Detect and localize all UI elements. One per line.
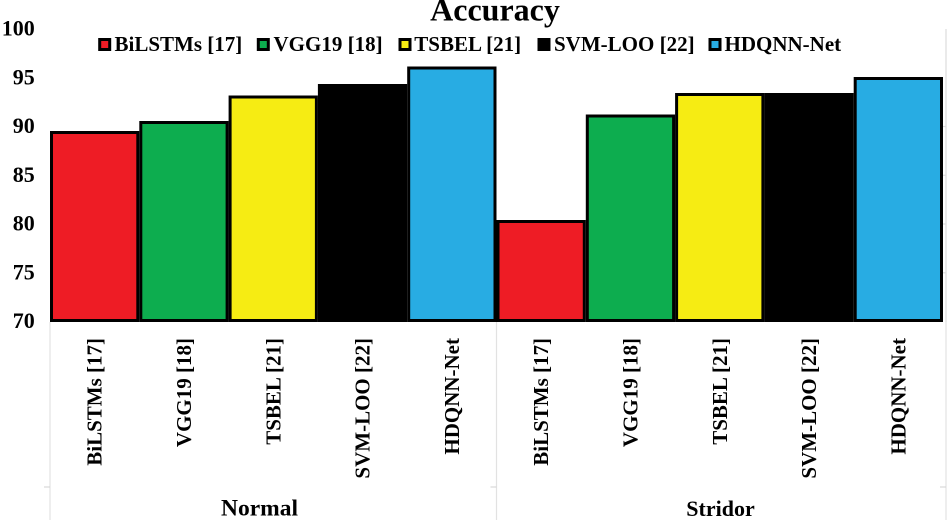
svg-text:TSBEL [21]: TSBEL [21] — [708, 338, 732, 445]
svg-text:SVM-LOO [22]: SVM-LOO [22] — [797, 338, 821, 479]
svg-text:Stridor: Stridor — [686, 496, 755, 520]
svg-text:100: 100 — [2, 16, 35, 41]
svg-text:Accuracy: Accuracy — [430, 0, 560, 28]
svg-text:HDQNN-Net: HDQNN-Net — [725, 32, 842, 56]
svg-text:VGG19 [18]: VGG19 [18] — [274, 32, 383, 56]
svg-text:70: 70 — [13, 308, 35, 333]
svg-text:75: 75 — [13, 259, 35, 284]
svg-text:TSBEL [21]: TSBEL [21] — [261, 338, 285, 445]
svg-text:80: 80 — [13, 211, 35, 236]
svg-text:SVM-LOO [22]: SVM-LOO [22] — [554, 32, 695, 56]
svg-text:VGG19 [18]: VGG19 [18] — [172, 338, 196, 447]
svg-text:BiLSTMs [17]: BiLSTMs [17] — [115, 32, 243, 56]
svg-text:90: 90 — [13, 113, 35, 138]
svg-text:HDQNN-Net: HDQNN-Net — [886, 338, 910, 455]
svg-text:BiLSTMs [17]: BiLSTMs [17] — [529, 338, 553, 466]
svg-text:Normal: Normal — [221, 496, 298, 520]
svg-text:95: 95 — [13, 64, 35, 89]
svg-text:BiLSTMs [17]: BiLSTMs [17] — [83, 338, 107, 466]
svg-text:85: 85 — [13, 162, 35, 187]
svg-text:VGG19 [18]: VGG19 [18] — [619, 338, 643, 447]
svg-text:SVM-LOO [22]: SVM-LOO [22] — [351, 338, 375, 479]
svg-text:TSBEL [21]: TSBEL [21] — [414, 32, 521, 56]
svg-text:HDQNN-Net: HDQNN-Net — [440, 338, 464, 455]
